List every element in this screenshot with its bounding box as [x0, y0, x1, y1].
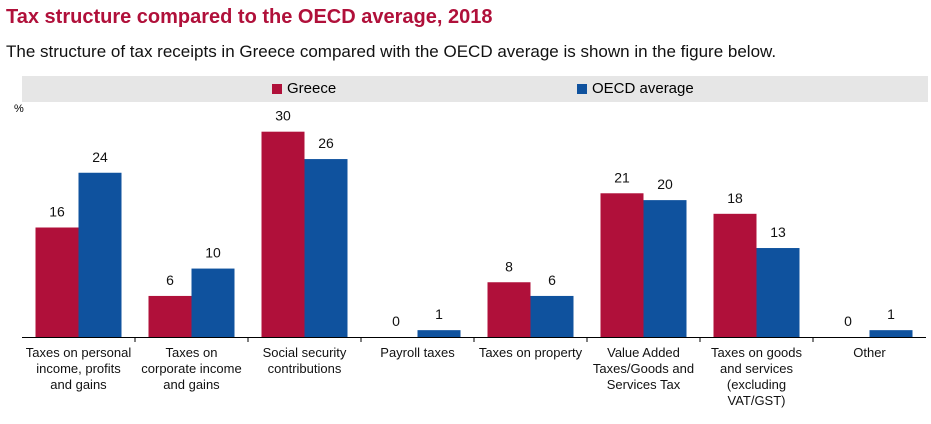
data-label-oecd-1: 10 — [205, 245, 221, 261]
data-label-greece-3: 0 — [392, 313, 400, 329]
legend-swatch-oecd — [577, 83, 587, 94]
chart-subtitle: The structure of tax receipts in Greece … — [6, 42, 777, 61]
bar-greece-2 — [261, 131, 305, 337]
data-label-oecd-5: 20 — [657, 176, 673, 192]
bar-greece-5 — [600, 193, 644, 337]
category-label-2: Social security contributions — [262, 345, 347, 376]
data-label-oecd-0: 24 — [92, 149, 108, 165]
legend-swatch-greece — [272, 83, 282, 94]
bar-greece-1 — [148, 295, 192, 337]
bar-oecd-7 — [869, 330, 913, 337]
bar-oecd-4 — [530, 295, 574, 337]
category-label-0: Taxes on personal income, profits and ga… — [25, 345, 132, 392]
data-label-oecd-6: 13 — [770, 224, 786, 240]
category-label-7: Other — [853, 345, 886, 360]
data-label-oecd-7: 1 — [887, 306, 895, 322]
data-label-greece-2: 30 — [275, 108, 291, 124]
data-label-greece-4: 8 — [505, 258, 513, 274]
legend-label-greece: Greece — [287, 80, 337, 97]
data-label-oecd-3: 1 — [435, 306, 443, 322]
bar-greece-4 — [487, 282, 531, 337]
data-label-greece-5: 21 — [614, 169, 630, 185]
bar-greece-6 — [713, 213, 757, 337]
bar-oecd-1 — [191, 268, 235, 337]
data-label-oecd-2: 26 — [318, 135, 334, 151]
legend-label-oecd: OECD average — [592, 80, 694, 97]
category-label-1: Taxes on corporate income and gains — [141, 345, 242, 392]
data-label-greece-0: 16 — [49, 204, 65, 220]
bar-oecd-3 — [417, 330, 461, 337]
legend: Greece OECD average — [22, 76, 928, 102]
bar-oecd-6 — [756, 248, 800, 337]
category-label-5: Value Added Taxes/Goods and Services Tax — [592, 345, 695, 392]
y-axis-unit: % — [14, 103, 24, 115]
category-label-4: Taxes on property — [478, 345, 583, 360]
bar-oecd-2 — [304, 159, 348, 337]
bar-oecd-0 — [78, 172, 122, 337]
bar-oecd-5 — [643, 200, 687, 337]
category-label-6: Taxes on goods and services (excluding V… — [710, 345, 803, 408]
data-label-oecd-4: 6 — [548, 272, 556, 288]
legend-item-oecd: OECD average — [577, 80, 694, 97]
data-label-greece-7: 0 — [844, 313, 852, 329]
chart-title: Tax structure compared to the OECD avera… — [6, 6, 493, 28]
data-label-greece-1: 6 — [166, 272, 174, 288]
legend-item-greece: Greece — [272, 80, 336, 97]
data-label-greece-6: 18 — [727, 190, 743, 206]
bar-greece-0 — [35, 227, 79, 337]
category-label-3: Payroll taxes — [380, 345, 455, 360]
